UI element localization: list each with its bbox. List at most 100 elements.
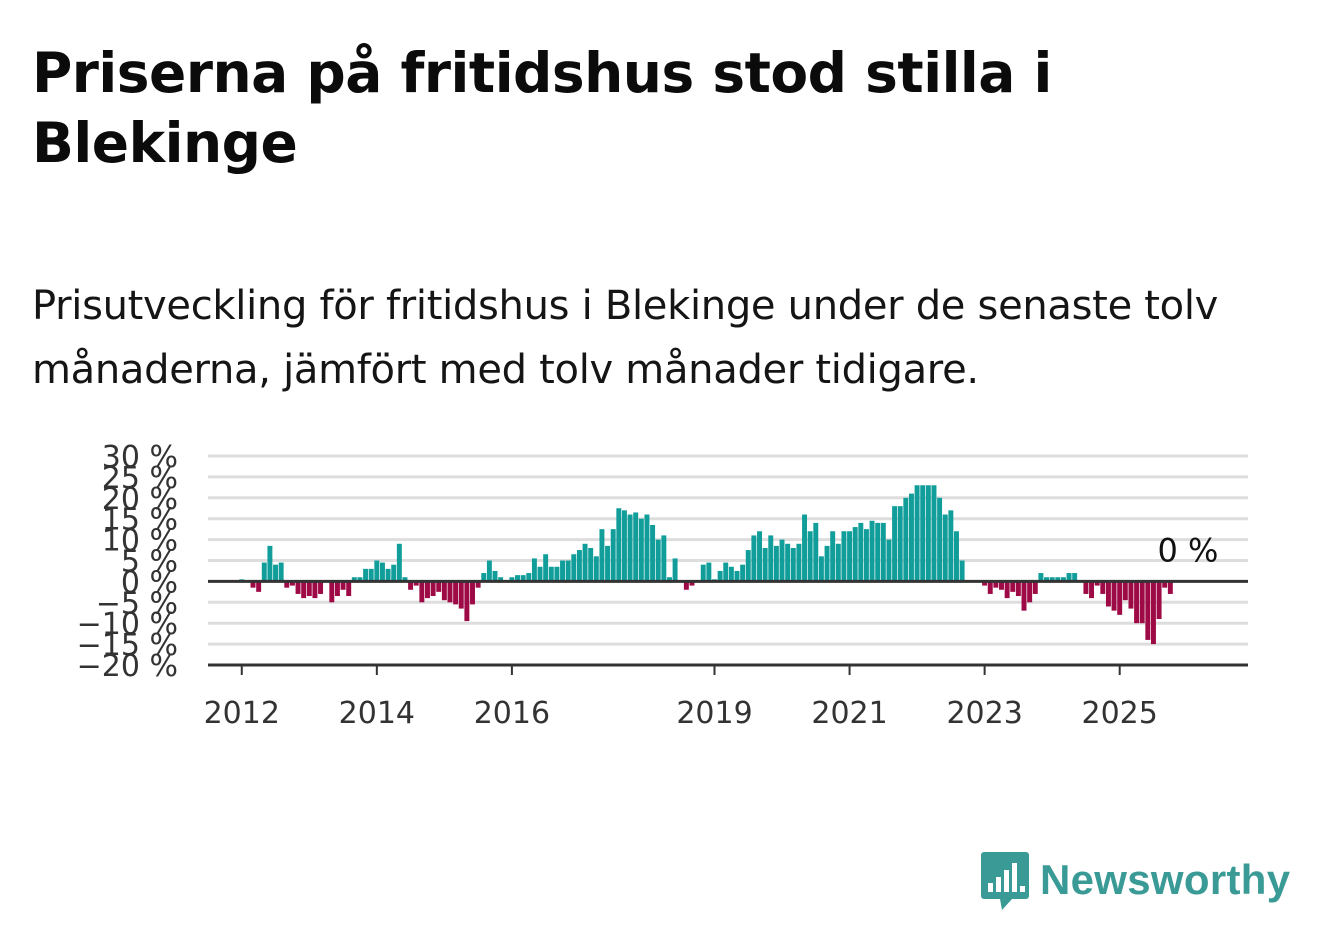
bar (295, 581, 301, 594)
bar (768, 535, 774, 582)
bar (1122, 581, 1128, 601)
bar (700, 564, 706, 582)
bar (1066, 573, 1072, 582)
bar (1156, 581, 1162, 620)
bar (436, 581, 442, 592)
bar (261, 562, 267, 582)
bar (1010, 581, 1016, 592)
bar (402, 577, 408, 582)
bar (1105, 581, 1111, 607)
bar (554, 566, 560, 582)
bar (999, 581, 1004, 590)
bar (1128, 581, 1134, 609)
x-tick-label: 2016 (474, 696, 550, 731)
bar (492, 570, 498, 582)
bar (1004, 581, 1010, 599)
bars (239, 485, 1173, 645)
bar (306, 581, 312, 597)
bar (273, 564, 279, 582)
bar (627, 514, 633, 582)
newsworthy-logo: Newsworthy (980, 848, 1290, 912)
bar (1083, 581, 1089, 594)
y-tick-label: 25 % (102, 461, 178, 496)
bar (779, 539, 785, 582)
bar (908, 493, 914, 582)
bar (278, 562, 284, 582)
bar (1049, 577, 1055, 582)
bar (847, 531, 853, 582)
bar (1139, 581, 1145, 624)
x-tick-label: 2023 (946, 696, 1022, 731)
bar (1060, 577, 1066, 582)
bar (667, 577, 672, 582)
bar (740, 564, 746, 582)
bar (785, 543, 791, 582)
bar (453, 581, 459, 605)
bar (515, 575, 520, 582)
y-tick-label: 20 % (102, 482, 178, 517)
axes (208, 579, 1248, 675)
bar (560, 560, 566, 582)
bar (869, 520, 875, 582)
bar (875, 522, 881, 582)
bar (1145, 581, 1151, 640)
bar (301, 581, 307, 599)
bar (267, 545, 273, 582)
bar (289, 581, 295, 586)
bar (363, 568, 369, 582)
bar (633, 512, 639, 582)
bar (852, 527, 858, 582)
bar (824, 545, 830, 582)
bar (723, 562, 729, 582)
grid-lines (208, 454, 1248, 646)
bar (413, 581, 419, 586)
bar (470, 581, 475, 605)
bar (993, 581, 999, 588)
bar (937, 497, 943, 582)
bar (1111, 581, 1117, 611)
y-tick-label: −10 % (77, 607, 178, 642)
bar (1072, 573, 1078, 582)
bar (588, 547, 594, 582)
bar (1055, 577, 1061, 582)
bar (892, 506, 898, 582)
bar (841, 531, 847, 582)
bar (616, 508, 622, 582)
bar (1044, 577, 1049, 582)
page-subtitle: Prisutveckling för fritidshus i Blekinge… (32, 283, 1219, 393)
x-tick-label: 2014 (339, 696, 415, 731)
x-tick-label: 2019 (676, 696, 752, 731)
bar (481, 573, 487, 582)
bar (464, 581, 470, 622)
bar (256, 581, 262, 592)
bar (1150, 581, 1156, 645)
page-title: Priserna på fritidshus stod stilla i Ble… (32, 41, 1052, 175)
bar (1100, 581, 1106, 594)
bar (948, 510, 954, 582)
y-tick-label: 15 % (102, 503, 178, 538)
bar (419, 581, 425, 603)
bar (531, 558, 537, 582)
bar (1094, 581, 1100, 586)
bar (903, 497, 909, 582)
bar (1167, 581, 1173, 594)
bar (357, 577, 363, 582)
bar (498, 577, 504, 582)
bar (599, 529, 605, 582)
bar (802, 514, 808, 582)
bar (368, 568, 374, 582)
bar (757, 531, 762, 582)
bar (880, 522, 886, 582)
bar (672, 558, 678, 582)
bar (571, 554, 577, 582)
bar (835, 543, 841, 582)
y-tick-label: −5 % (96, 586, 178, 621)
x-tick-label: 2021 (811, 696, 887, 731)
bar (250, 581, 256, 588)
bar (374, 560, 380, 582)
bar (543, 554, 549, 582)
y-tick-label: 0 % (121, 565, 178, 600)
bar (807, 531, 813, 582)
bar (565, 560, 571, 582)
